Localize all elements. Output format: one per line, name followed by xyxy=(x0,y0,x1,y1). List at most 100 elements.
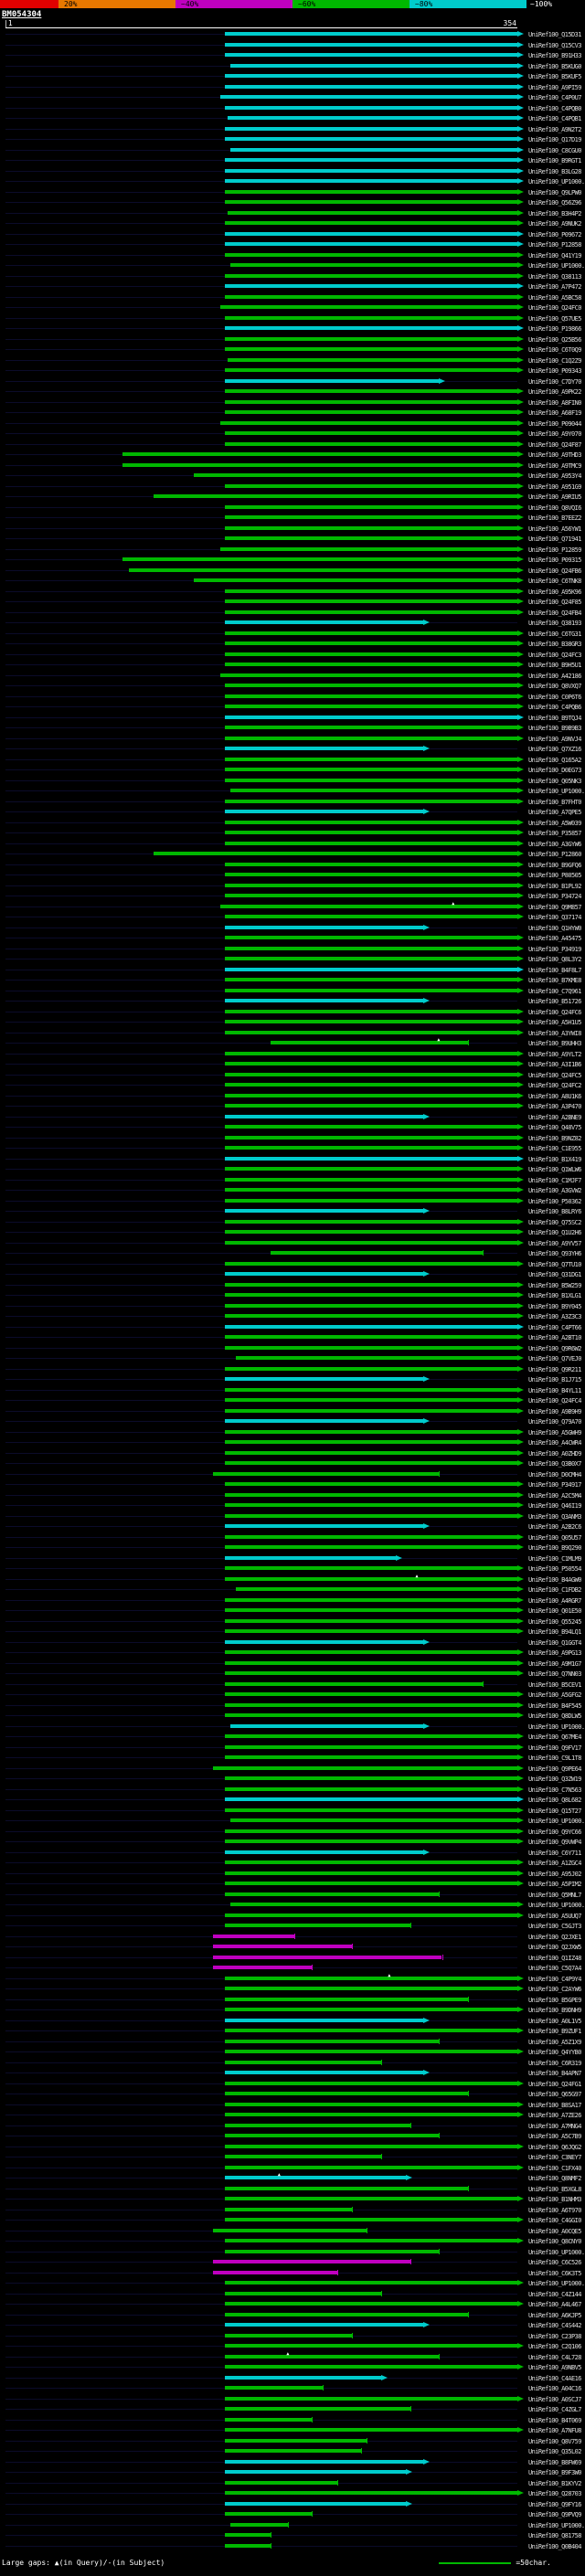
hit-label[interactable]: UniRef100_A7ZE26 xyxy=(528,2112,581,2119)
alignment-bar[interactable] xyxy=(224,946,517,950)
alignment-bar[interactable] xyxy=(224,620,423,624)
hit-label[interactable]: UniRef100_Q75SC2 xyxy=(528,1218,581,1226)
alignment-bar[interactable] xyxy=(224,1671,517,1675)
hit-label[interactable]: UniRef100_Q57UE5 xyxy=(528,314,581,323)
alignment-bar[interactable] xyxy=(224,978,517,981)
hit-label[interactable]: UniRef100_B9B9B3 xyxy=(528,725,581,732)
hit-label[interactable]: UniRef100_Q9PVQ9 xyxy=(528,2511,581,2518)
hit-label[interactable]: UniRef100_C4Z144 xyxy=(528,2290,581,2298)
hit-label[interactable]: UniRef100_B94LQ1 xyxy=(528,1628,581,1636)
alignment-bar[interactable] xyxy=(212,1765,517,1770)
hit-label[interactable]: UniRef100_C4AE16 xyxy=(528,2374,581,2382)
hit-label[interactable]: UniRef100_A1ZGC4 xyxy=(528,1860,581,1867)
hit-label[interactable]: UniRef100_Q1IZ48 xyxy=(528,1954,581,1962)
alignment-bar[interactable] xyxy=(224,1188,517,1192)
alignment-bar[interactable] xyxy=(224,2386,324,2390)
hit-label[interactable]: UniRef100_Q24FG1 xyxy=(528,2080,581,2088)
hit-label[interactable]: UniRef100_Q35L02 xyxy=(528,2448,581,2455)
hit-label[interactable]: UniRef100_B9H5U1 xyxy=(528,662,581,669)
hit-label[interactable]: UniRef100_Q48V75 xyxy=(528,1124,581,1131)
hit-label[interactable]: UniRef100_P35857 xyxy=(528,830,581,837)
alignment-bar[interactable] xyxy=(224,652,517,656)
alignment-bar[interactable] xyxy=(212,2228,367,2232)
hit-label[interactable]: UniRef100_A9NBV5 xyxy=(528,2364,581,2371)
hit-label[interactable]: UniRef100_C5Q7A4 xyxy=(528,1965,581,1972)
hit-label[interactable]: UniRef100_C23P38 xyxy=(528,2332,581,2340)
hit-label[interactable]: UniRef100_Q1WLW6 xyxy=(528,1166,581,1173)
alignment-bar[interactable] xyxy=(224,1639,423,1644)
alignment-bar[interactable] xyxy=(224,1198,517,1203)
hit-label[interactable]: UniRef100_A9NVJ4 xyxy=(528,735,581,743)
alignment-bar[interactable] xyxy=(224,1503,517,1507)
alignment-bar[interactable] xyxy=(224,1492,517,1497)
hit-label[interactable]: UniRef100_C7DY70 xyxy=(528,377,581,386)
hit-label[interactable]: UniRef100_Q2JXW5 xyxy=(528,1944,581,1951)
alignment-bar[interactable] xyxy=(224,1976,517,1980)
hit-label[interactable]: UniRef100_A2BNE9 xyxy=(528,1113,581,1121)
alignment-bar[interactable] xyxy=(224,2543,271,2548)
hit-label[interactable]: UniRef100_B8LRY6 xyxy=(528,1208,581,1215)
alignment-bar[interactable] xyxy=(224,347,517,351)
alignment-bar[interactable] xyxy=(224,399,517,404)
alignment-bar[interactable] xyxy=(219,904,517,908)
alignment-bar[interactable] xyxy=(224,389,517,393)
alignment-bar[interactable] xyxy=(224,2512,312,2516)
alignment-bar[interactable] xyxy=(224,1324,517,1329)
alignment-bar[interactable] xyxy=(194,578,517,582)
hit-label[interactable]: UniRef100_B1X419 xyxy=(528,1155,581,1163)
alignment-bar[interactable] xyxy=(227,357,517,362)
hit-label[interactable]: UniRef100_Q24FB6 xyxy=(528,567,581,575)
hit-label[interactable]: UniRef100_A9TMC9 xyxy=(528,461,581,470)
alignment-bar[interactable] xyxy=(224,1555,396,1560)
alignment-bar[interactable] xyxy=(224,1660,517,1665)
hit-label[interactable]: UniRef100_A45475 xyxy=(528,935,581,942)
hit-label[interactable]: UniRef100_C4PQB0 xyxy=(528,104,581,112)
hit-label[interactable]: UniRef100_P09343 xyxy=(528,367,581,375)
hit-label[interactable]: UniRef100_Q93YH6 xyxy=(528,1250,581,1257)
alignment-bar[interactable] xyxy=(224,2039,440,2043)
hit-label[interactable]: UniRef100_A2B2C6 xyxy=(528,1523,581,1531)
alignment-bar[interactable] xyxy=(224,1072,517,1076)
alignment-bar[interactable] xyxy=(224,1734,517,1738)
alignment-bar[interactable] xyxy=(224,410,517,414)
hit-label[interactable]: UniRef100_C6Y711 xyxy=(528,1849,581,1857)
hit-label[interactable]: UniRef100_Q15T27 xyxy=(528,1807,581,1815)
alignment-bar[interactable] xyxy=(224,883,517,887)
alignment-bar[interactable] xyxy=(224,2123,410,2127)
hit-label[interactable]: UniRef100_Q05U57 xyxy=(528,1533,581,1542)
alignment-bar[interactable] xyxy=(224,2449,361,2453)
alignment-bar[interactable] xyxy=(224,2029,517,2032)
hit-label[interactable]: UniRef100_A2C5M4 xyxy=(528,1491,581,1500)
alignment-bar[interactable] xyxy=(224,1755,517,1759)
hit-label[interactable]: UniRef100_Q7VEJ0 xyxy=(528,1355,581,1362)
alignment-bar[interactable] xyxy=(224,1513,517,1518)
hit-label[interactable]: UniRef100_B1XLG1 xyxy=(528,1292,581,1299)
hit-label[interactable]: UniRef100_C6T0Q9 xyxy=(528,346,581,354)
hit-label[interactable]: UniRef100_B4F545 xyxy=(528,1701,581,1710)
alignment-bar[interactable] xyxy=(224,1629,517,1633)
alignment-bar[interactable] xyxy=(224,431,517,435)
alignment-bar[interactable] xyxy=(219,305,517,309)
alignment-bar[interactable] xyxy=(224,641,517,645)
hit-label[interactable]: UniRef100_P34917 xyxy=(528,1481,581,1489)
alignment-bar[interactable] xyxy=(224,726,517,729)
hit-label[interactable]: UniRef100_C6C526 xyxy=(528,2259,581,2266)
hit-label[interactable]: UniRef100_Q46I19 xyxy=(528,1502,581,1510)
hit-label[interactable]: UniRef100_Q6JQG2 xyxy=(528,2143,581,2151)
hit-label[interactable]: UniRef100_C6TNK8 xyxy=(528,578,581,585)
alignment-bar[interactable] xyxy=(224,588,517,593)
alignment-bar[interactable] xyxy=(224,2470,406,2474)
alignment-bar[interactable] xyxy=(224,294,517,299)
alignment-bar[interactable] xyxy=(224,820,517,824)
alignment-bar[interactable] xyxy=(224,2323,423,2327)
alignment-bar[interactable] xyxy=(224,2365,517,2369)
hit-label[interactable]: UniRef100_A7NFU8 xyxy=(528,2427,581,2434)
hit-label[interactable]: UniRef100_P09044 xyxy=(528,419,581,428)
hit-label[interactable]: UniRef100_Q81758 xyxy=(528,2532,581,2539)
hit-label[interactable]: UniRef100_Q3B0X7 xyxy=(528,1460,581,1468)
hit-label[interactable]: UniRef100_A7P472 xyxy=(528,283,581,291)
hit-label[interactable]: UniRef100_Q8VXQ7 xyxy=(528,683,581,690)
hit-label[interactable]: UniRef100_Q15D31 xyxy=(528,31,581,38)
hit-label[interactable]: UniRef100_Q7XZ16 xyxy=(528,746,581,753)
hit-label[interactable]: UniRef100_B9ZUF1 xyxy=(528,2028,581,2035)
